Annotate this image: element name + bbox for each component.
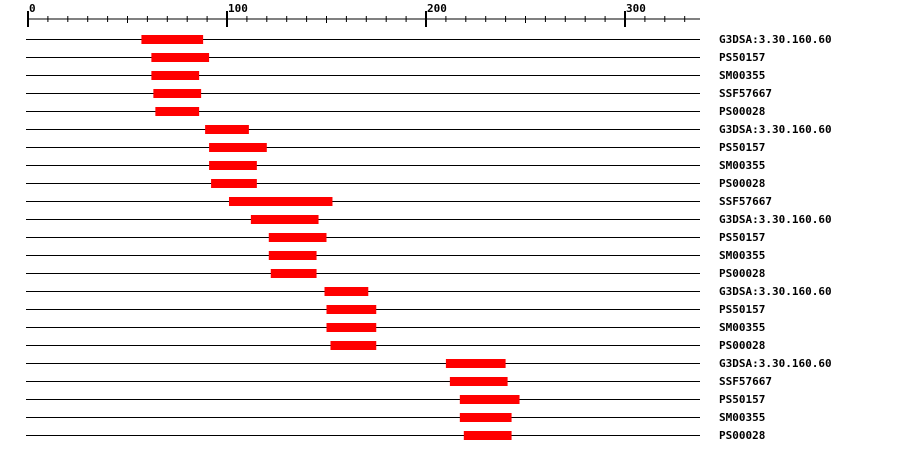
- axis-tick-label: 300: [626, 2, 646, 15]
- domain-label: G3DSA:3.30.160.60: [719, 285, 832, 298]
- domain-bar: [209, 161, 257, 170]
- domain-label: PS50157: [719, 303, 765, 316]
- domain-label: G3DSA:3.30.160.60: [719, 123, 832, 136]
- domain-label: PS50157: [719, 141, 765, 154]
- domain-bar: [211, 179, 257, 188]
- domain-bar: [449, 377, 508, 386]
- domain-bar: [153, 89, 202, 98]
- domain-bar: [209, 143, 267, 152]
- domain-label: PS00028: [719, 105, 765, 118]
- domain-label: G3DSA:3.30.160.60: [719, 357, 832, 370]
- domain-label: G3DSA:3.30.160.60: [719, 33, 832, 46]
- domain-label: PS00028: [719, 267, 765, 280]
- domain-label: G3DSA:3.30.160.60: [719, 213, 832, 226]
- domain-bar: [459, 413, 512, 422]
- domain-bar: [326, 305, 377, 314]
- axis-tick-label: 200: [427, 2, 447, 15]
- domain-label: PS50157: [719, 393, 765, 406]
- domain-label: SM00355: [719, 69, 765, 82]
- domain-bar: [155, 107, 200, 116]
- domain-bar: [151, 71, 200, 80]
- domain-bar: [463, 431, 512, 440]
- domain-bar: [268, 233, 327, 242]
- domain-label: PS00028: [719, 339, 765, 352]
- domain-label: SM00355: [719, 321, 765, 334]
- domain-bar: [326, 323, 377, 332]
- domain-label: PS50157: [719, 51, 765, 64]
- domain-bar: [151, 53, 210, 62]
- domain-bar: [228, 197, 333, 206]
- domain-bar: [445, 359, 506, 368]
- axis-tick-label: 0: [29, 2, 36, 15]
- domain-label: PS00028: [719, 429, 765, 442]
- domain-label: PS00028: [719, 177, 765, 190]
- domain-label: SM00355: [719, 411, 765, 424]
- domain-bar: [459, 395, 520, 404]
- domain-label: SM00355: [719, 159, 765, 172]
- domain-bar: [324, 287, 369, 296]
- domain-label: SSF57667: [719, 87, 772, 100]
- domain-label: SSF57667: [719, 195, 772, 208]
- domain-bar: [330, 341, 377, 350]
- domain-label: SM00355: [719, 249, 765, 262]
- domain-bar: [205, 125, 249, 134]
- domain-bar: [268, 251, 317, 260]
- domain-bar: [270, 269, 317, 278]
- domain-bar: [250, 215, 319, 224]
- domain-label: PS50157: [719, 231, 765, 244]
- domain-label: SSF57667: [719, 375, 772, 388]
- domain-bar: [141, 35, 204, 44]
- axis-tick-label: 100: [228, 2, 248, 15]
